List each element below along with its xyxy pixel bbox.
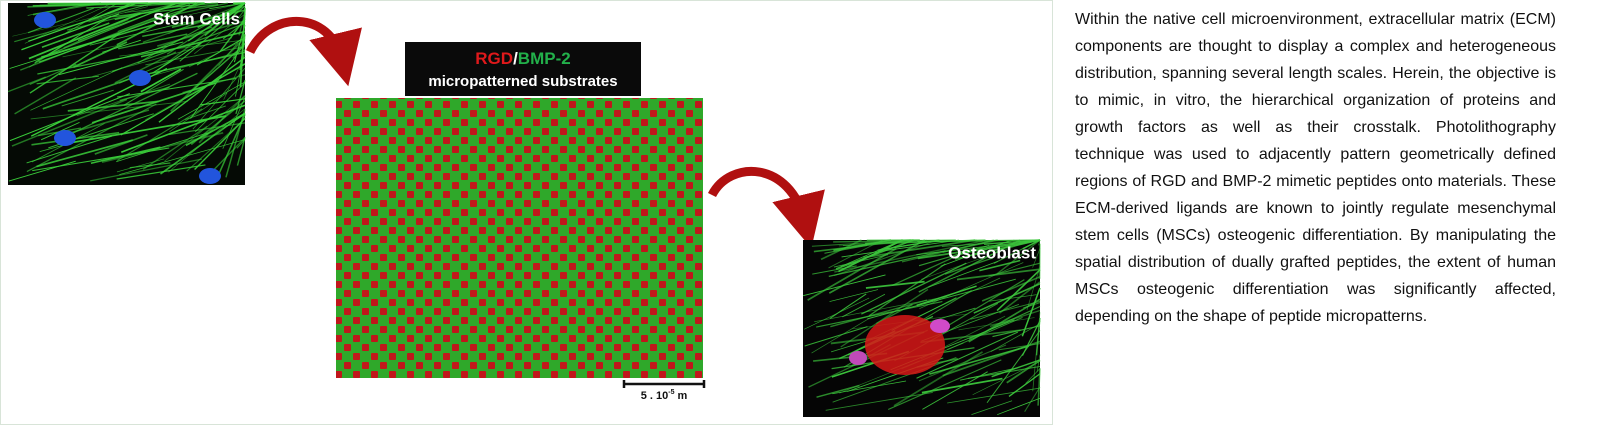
scale-label: 5 . 10-5 m [641,389,688,402]
scale-bar [622,380,706,388]
scale-unit: m [677,390,687,402]
abstract-text: Within the native cell microenvironment,… [1075,11,1556,325]
slash: / [513,49,518,68]
osteoblast-image [803,239,1041,417]
rgd: RGD [475,49,513,68]
arrow [708,167,825,249]
substrate-subtitle: micropatterned substrates [428,73,617,90]
stem-label: Stem Cells [153,9,240,28]
substrate-title: RGD/BMP-2 [475,49,570,68]
stem-cells-image [7,2,246,185]
bmp2: BMP-2 [518,49,571,68]
scale-base: 5 . 10 [641,390,669,402]
osteo-label: Osteoblast [948,243,1036,262]
arrow [245,16,362,87]
figure: Stem Cells RGD/BMP-2 micropatterned subs… [0,0,1053,425]
title-box [405,42,641,96]
scale-exp: -5 [668,389,674,396]
substrate-image [336,98,703,378]
